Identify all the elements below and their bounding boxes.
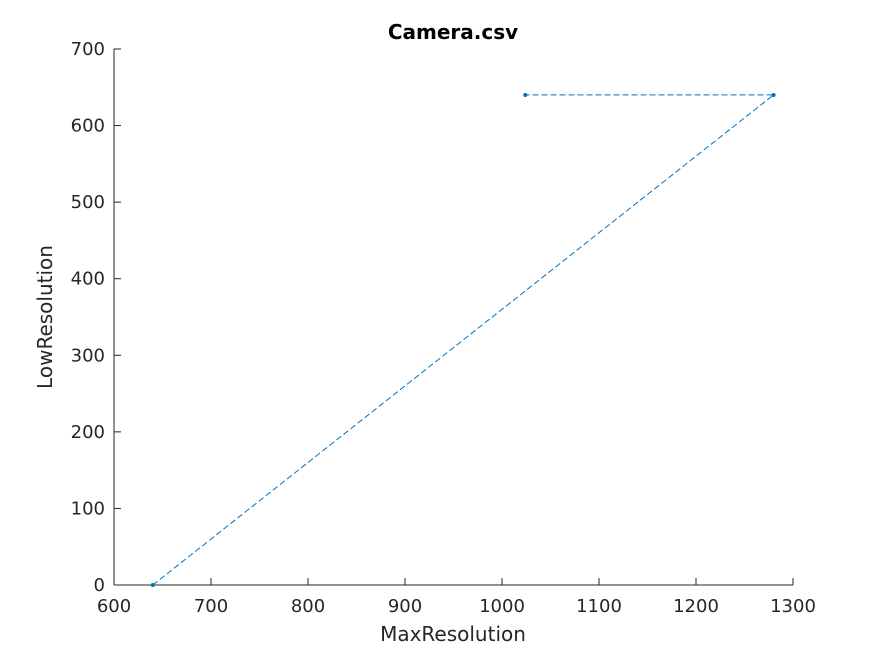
y-tick-label: 100: [71, 498, 105, 519]
chart-title: Camera.csv: [388, 20, 518, 44]
y-axis-label: LowResolution: [33, 245, 57, 389]
x-ticks: 600 700 800 900 1000 1100 1200 1300: [97, 578, 816, 617]
y-tick-label: 600: [71, 116, 105, 137]
x-tick-label: 700: [194, 596, 228, 617]
series-line: [152, 94, 776, 586]
x-tick-label: 1300: [770, 596, 816, 617]
y-tick-label: 400: [71, 269, 105, 290]
x-tick-label: 900: [388, 596, 422, 617]
data-point: [523, 92, 528, 97]
y-tick-label: 200: [71, 422, 105, 443]
x-axis-label: MaxResolution: [380, 622, 526, 646]
x-tick-label: 600: [97, 596, 131, 617]
x-tick-label: 800: [291, 596, 325, 617]
y-ticks: 0 100 200 300 400 500 600 700: [71, 39, 121, 596]
data-point: [150, 583, 155, 587]
series-layer: [150, 92, 776, 587]
y-tick-label: 0: [94, 575, 105, 596]
y-tick-label: 300: [71, 345, 105, 366]
plot-area: 600 700 800 900 1000 1100 1200 1300 0 100 200 300 4…: [71, 39, 816, 617]
y-tick-label: 500: [71, 192, 105, 213]
x-tick-label: 1200: [673, 596, 719, 617]
x-tick-label: 1100: [576, 596, 622, 617]
y-tick-label: 700: [71, 39, 105, 60]
data-point: [771, 92, 776, 97]
x-tick-label: 1000: [479, 596, 525, 617]
